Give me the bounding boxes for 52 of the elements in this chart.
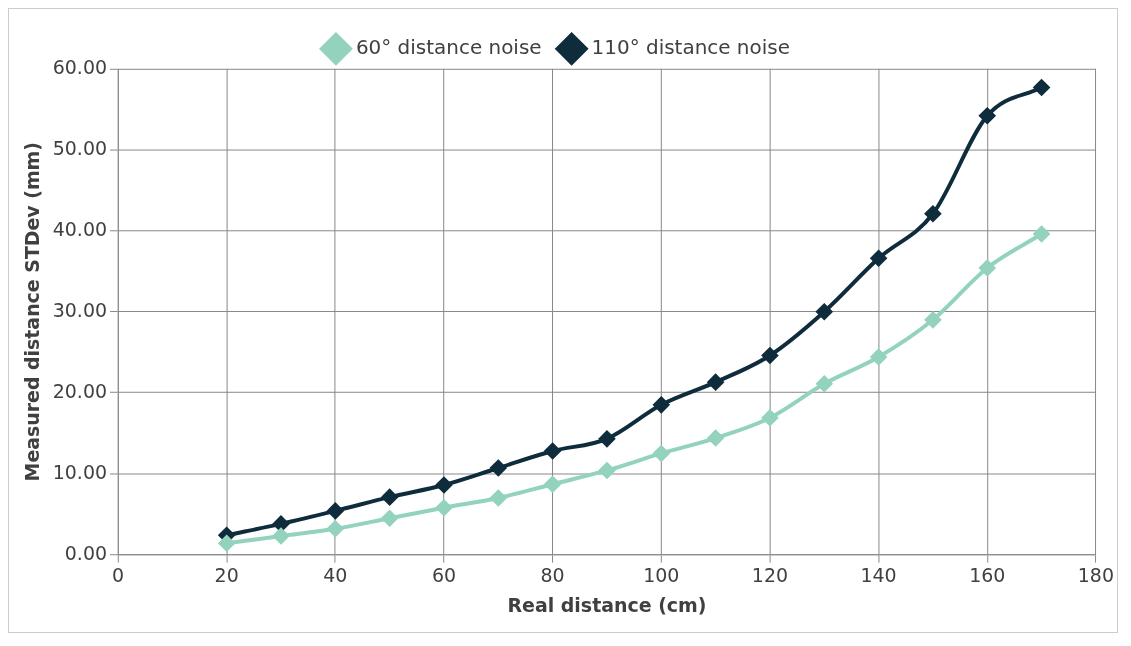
- y-tick-label: 50.00: [52, 136, 108, 159]
- point: [979, 260, 996, 276]
- point: [544, 476, 561, 493]
- point: [327, 520, 344, 537]
- point: [490, 489, 507, 506]
- y-tick-label: 60.00: [52, 55, 108, 78]
- x-tick-label: 140: [860, 563, 897, 586]
- y-tick-label: 30.00: [52, 298, 108, 321]
- x-tick-label: 60: [431, 563, 457, 586]
- point: [870, 250, 887, 267]
- point: [327, 502, 344, 519]
- point: [435, 477, 452, 493]
- point: [490, 460, 507, 476]
- point: [870, 349, 887, 366]
- point: [653, 445, 670, 462]
- point: [979, 107, 996, 124]
- point: [816, 303, 833, 320]
- point: [381, 510, 398, 527]
- point: [598, 430, 615, 447]
- x-axis-title: Real distance (cm): [507, 593, 707, 616]
- point: [218, 535, 235, 552]
- point: [924, 311, 941, 328]
- point: [381, 489, 398, 506]
- x-tick-label: 0: [111, 563, 125, 586]
- x-tick-label: 20: [214, 563, 239, 586]
- point: [816, 375, 833, 392]
- point: [598, 462, 615, 479]
- point: [1033, 79, 1050, 96]
- y-tick-label: 20.00: [52, 379, 108, 402]
- x-tick-label: 80: [540, 563, 565, 586]
- point: [544, 443, 561, 459]
- point: [272, 515, 289, 532]
- x-tick-label: 40: [323, 563, 348, 586]
- x-tick-label: 160: [969, 563, 1006, 586]
- legend-label: 110° distance noise: [591, 35, 790, 60]
- point: [272, 528, 289, 544]
- legend-label: 60° distance noise: [355, 35, 542, 60]
- point: [435, 499, 452, 516]
- y-axis-title: Measured distance STDev (mm): [21, 142, 44, 482]
- x-tick-label: 100: [643, 563, 680, 586]
- point: [653, 396, 670, 413]
- point: [761, 347, 778, 364]
- point: [761, 409, 778, 426]
- point: [707, 374, 724, 391]
- point: [924, 205, 941, 222]
- point: [707, 430, 724, 447]
- y-tick-label: 40.00: [52, 217, 108, 240]
- point: [1033, 226, 1050, 242]
- y-tick-label: 0.00: [64, 541, 108, 564]
- x-tick-label: 120: [751, 563, 789, 586]
- x-tick-label: 180: [1077, 563, 1114, 586]
- y-tick-label: 10.00: [52, 460, 108, 483]
